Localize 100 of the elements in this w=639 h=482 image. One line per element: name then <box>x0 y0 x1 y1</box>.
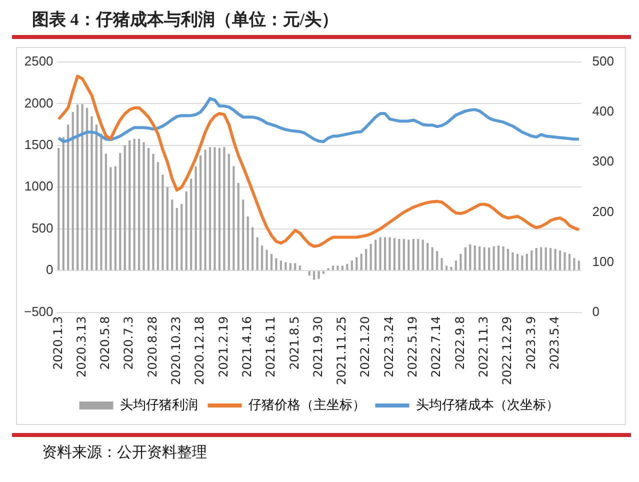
bar <box>341 266 344 270</box>
bar <box>180 204 183 270</box>
bar <box>365 248 368 270</box>
bar <box>204 150 206 270</box>
bar <box>379 237 382 270</box>
bar <box>246 216 249 270</box>
y-tick-label: 500 <box>32 220 54 236</box>
bar <box>86 108 88 270</box>
bar <box>284 262 287 270</box>
bar <box>464 247 466 270</box>
bar <box>356 257 358 270</box>
bar <box>521 256 524 270</box>
bar <box>402 238 405 270</box>
x-tick-label: 2022.3.24 <box>382 316 396 378</box>
bar <box>104 154 108 270</box>
bar <box>318 271 320 279</box>
bar <box>223 147 226 270</box>
bar <box>138 138 140 270</box>
x-tick-label: 2021.2.19 <box>216 316 230 378</box>
bar <box>346 264 348 270</box>
bar <box>431 247 434 270</box>
bar <box>384 237 386 270</box>
bar <box>298 266 301 270</box>
bar <box>171 200 174 270</box>
bar <box>156 162 160 270</box>
bar <box>270 254 273 270</box>
bar <box>119 152 122 270</box>
bar <box>530 250 533 270</box>
bar <box>436 250 438 270</box>
bar <box>578 260 580 270</box>
bar <box>408 240 410 270</box>
bar <box>535 248 538 270</box>
bar <box>133 138 136 270</box>
y2-tick-label: 0 <box>592 304 600 319</box>
bar <box>417 238 420 270</box>
bar <box>252 227 254 270</box>
bar <box>166 187 168 270</box>
bar <box>460 254 462 270</box>
bar <box>147 148 150 270</box>
x-tick-label: 2020.10.23 <box>169 316 184 386</box>
bar <box>469 244 472 270</box>
bar <box>176 208 178 270</box>
y-tick-label: 1500 <box>24 137 54 152</box>
bar <box>100 134 102 270</box>
bar <box>280 260 282 270</box>
bar <box>492 246 495 270</box>
x-tick-label: 2020.7.3 <box>122 316 136 370</box>
bar <box>72 112 74 270</box>
y2-tick-label: 500 <box>592 54 614 69</box>
legend-label: 头均仔猪成本（次坐标） <box>416 396 559 412</box>
bar <box>76 104 79 270</box>
x-tick-label: 2021.9.30 <box>310 316 325 378</box>
bar <box>322 271 325 274</box>
bar <box>478 246 481 270</box>
x-tick-label: 2020.1.3 <box>50 316 65 370</box>
bar <box>242 200 244 270</box>
x-tick-label: 2020.5.8 <box>98 316 112 370</box>
bar <box>564 252 566 270</box>
bar <box>558 250 562 270</box>
bar <box>350 260 353 270</box>
bar <box>550 248 552 270</box>
text: 资料来源：公开资料整理 <box>41 444 208 462</box>
bar <box>81 104 84 270</box>
bar <box>445 266 448 270</box>
y-tick-label: 0 <box>46 262 54 278</box>
bar <box>185 191 188 270</box>
bar <box>512 252 514 270</box>
bar <box>289 263 292 270</box>
bar <box>497 246 500 270</box>
bar <box>62 137 64 270</box>
bar <box>208 147 212 270</box>
bar <box>194 166 197 270</box>
bar <box>256 237 258 270</box>
bar <box>114 166 116 270</box>
bar <box>58 148 60 270</box>
bar <box>199 155 202 270</box>
x-tick-label: 2020.12.18 <box>192 316 207 386</box>
bar <box>237 182 240 270</box>
bar <box>426 243 429 270</box>
bar <box>450 266 452 270</box>
x-tick-label: 2022.7.14 <box>429 316 444 378</box>
x-tick-label: 2021.8.5 <box>287 316 302 370</box>
bar <box>573 258 576 270</box>
bar <box>398 238 400 270</box>
x-tick-label: 2020.3.13 <box>74 316 88 378</box>
bar <box>568 254 571 270</box>
bar <box>128 140 131 270</box>
y-tick-label: 2000 <box>24 95 54 110</box>
bar <box>124 145 126 270</box>
bar <box>526 254 528 270</box>
bar <box>516 254 519 270</box>
x-tick-label: 2022.1.20 <box>358 316 372 378</box>
bar <box>232 166 235 270</box>
chart-title: 图表 4：仔猪成本与利润（单位：元/头） <box>31 9 340 31</box>
bar <box>388 237 391 270</box>
bar <box>360 254 362 270</box>
bar <box>488 248 490 270</box>
bar <box>95 124 98 270</box>
bar <box>540 247 542 270</box>
x-tick-label: 2021.6.11 <box>264 316 278 378</box>
